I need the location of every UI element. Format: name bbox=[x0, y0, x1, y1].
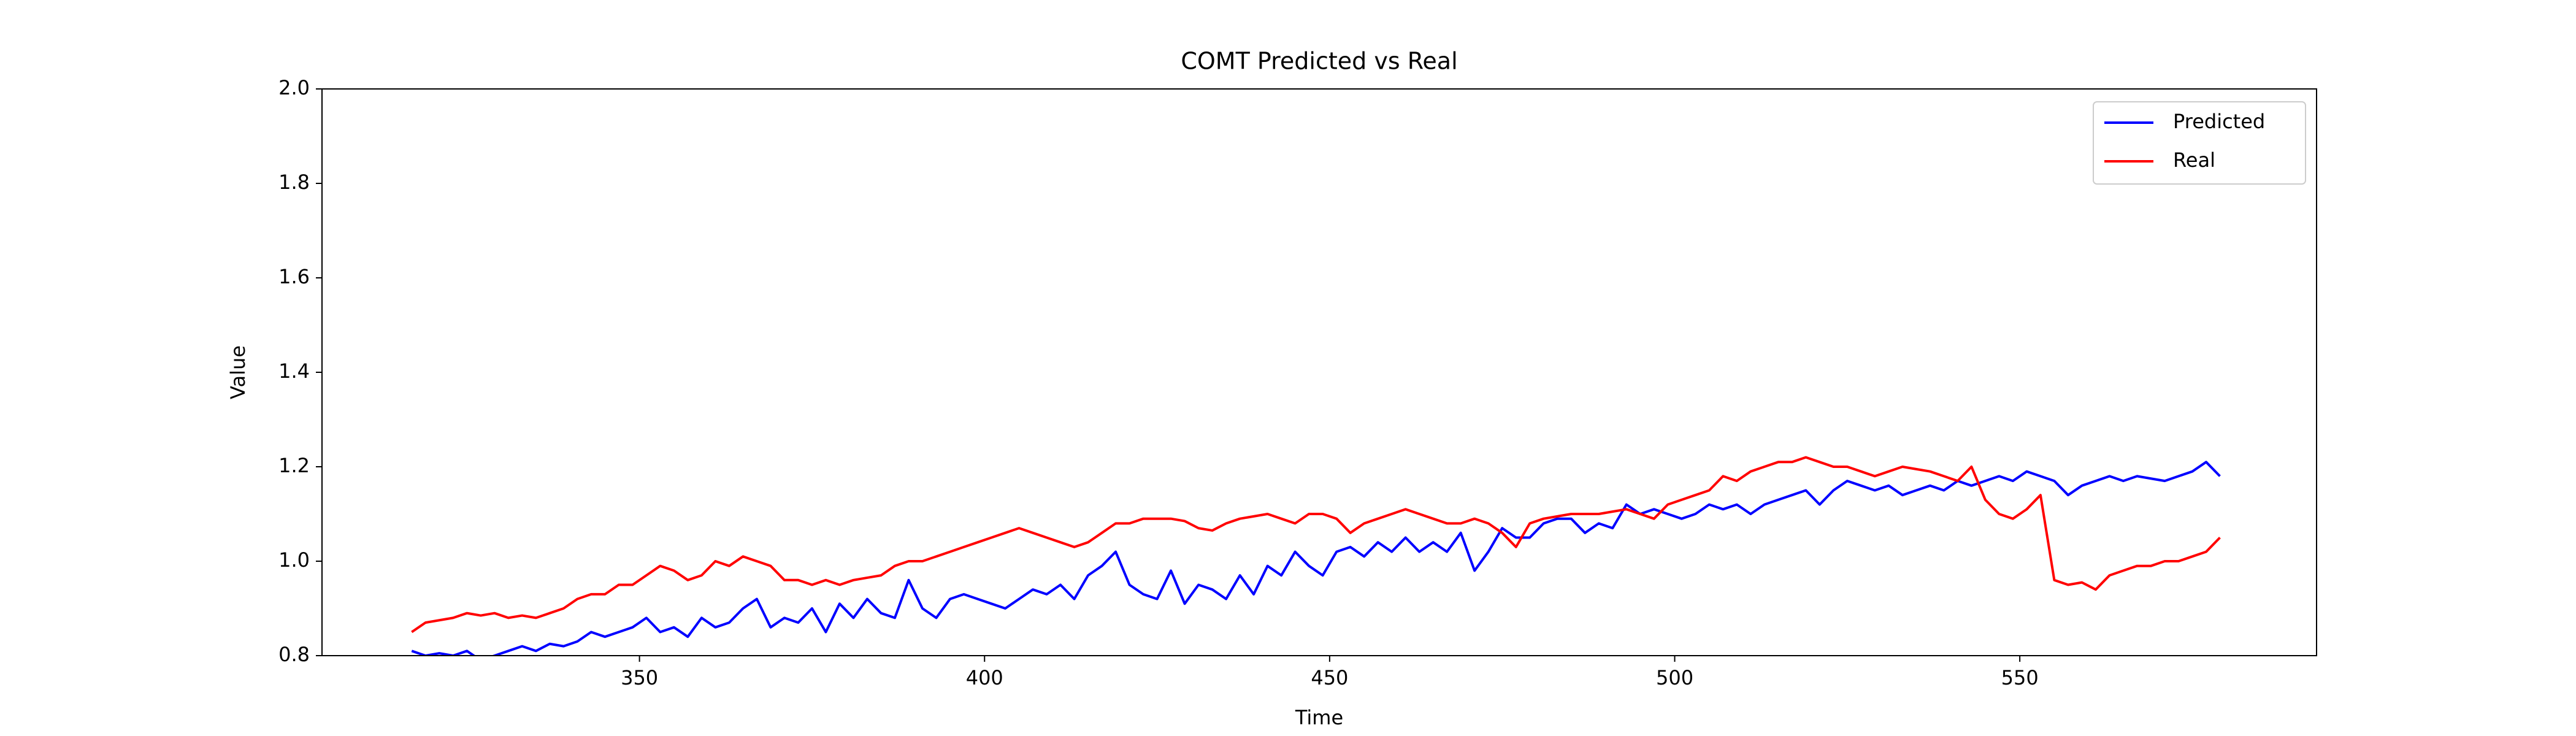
y-tick-label: 2.0 bbox=[278, 76, 310, 99]
series-line bbox=[411, 461, 2221, 656]
x-tick-label: 400 bbox=[966, 666, 1003, 689]
series-line bbox=[411, 456, 2221, 634]
chart-title: COMT Predicted vs Real bbox=[1181, 48, 1457, 75]
legend-label: Real bbox=[2173, 148, 2215, 172]
x-tick-label: 450 bbox=[1311, 666, 1348, 689]
y-tick-label: 1.2 bbox=[278, 454, 310, 477]
y-axis-label: Value bbox=[226, 345, 250, 399]
y-tick-label: 1.8 bbox=[278, 171, 310, 194]
plot-frame bbox=[321, 88, 2317, 656]
y-tick-label: 1.6 bbox=[278, 265, 310, 288]
x-tick-label: 350 bbox=[621, 666, 658, 689]
x-axis-label: Time bbox=[1295, 706, 1343, 729]
y-tick-label: 1.4 bbox=[278, 359, 310, 383]
y-tick-label: 0.8 bbox=[278, 643, 310, 666]
x-tick-label: 550 bbox=[2001, 666, 2039, 689]
legend-label: Predicted bbox=[2173, 110, 2265, 133]
y-tick-label: 1.0 bbox=[278, 548, 310, 572]
x-tick-label: 500 bbox=[1656, 666, 1693, 689]
